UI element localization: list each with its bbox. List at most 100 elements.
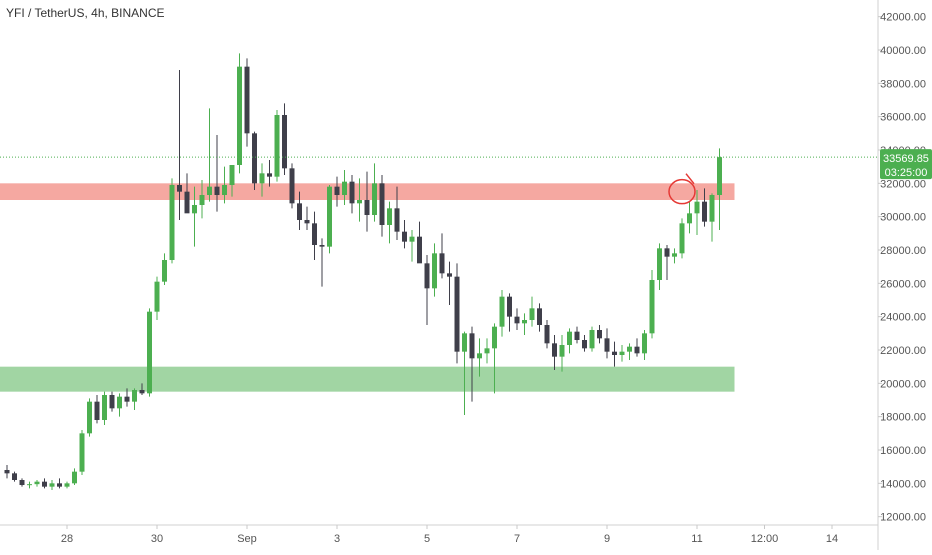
price-tick-label: 40000.00 [880, 45, 926, 57]
candle-body [402, 231, 407, 242]
candle-body [687, 213, 692, 224]
candle-body [349, 181, 355, 204]
candle-body [319, 245, 325, 247]
candle-body [342, 181, 347, 195]
candle [244, 58, 250, 147]
candle [477, 338, 482, 377]
candle-body [477, 353, 482, 359]
candle [117, 393, 122, 417]
candle-body [244, 66, 250, 134]
candle [177, 70, 182, 220]
candle [402, 220, 407, 249]
candle-body [117, 396, 122, 409]
candle [424, 255, 430, 325]
time-axis[interactable]: 28 30 Sep 3 5 7 9 11 12:00 14 [61, 525, 838, 545]
candle [102, 391, 107, 425]
candle [582, 335, 587, 352]
candle [222, 166, 227, 204]
price-tick-label: 22000.00 [880, 345, 926, 357]
candle-body [267, 173, 272, 177]
candle-body [274, 115, 280, 177]
candle [649, 270, 655, 339]
candle [49, 480, 55, 490]
candle [559, 335, 565, 372]
candle [27, 481, 32, 489]
candle [372, 163, 377, 222]
candle-body [334, 186, 340, 195]
candle-body [679, 223, 685, 254]
candle [334, 176, 340, 207]
candle-body [439, 253, 445, 274]
candle-body [567, 331, 572, 345]
candle-body [462, 333, 467, 352]
candle [94, 395, 100, 424]
candle [274, 110, 280, 182]
price-tick-label: 30000.00 [880, 212, 926, 224]
candle [139, 383, 145, 395]
candle [529, 296, 535, 327]
candle-body [102, 395, 107, 420]
candle [379, 175, 385, 237]
candle [252, 131, 257, 190]
candle-body [649, 280, 655, 334]
candle-body [529, 308, 535, 320]
candle [147, 308, 152, 397]
candle [462, 331, 467, 415]
time-tick-label: Sep [237, 533, 257, 545]
candle-body [64, 483, 70, 487]
candle-body [42, 481, 47, 487]
candle [387, 201, 392, 244]
price-tick-label: 26000.00 [880, 278, 926, 290]
candle-body [229, 165, 235, 185]
candle-body [634, 346, 640, 354]
candle-body [94, 401, 100, 420]
candle [544, 320, 550, 349]
price-tick-label: 36000.00 [880, 112, 926, 124]
candle-body [72, 471, 77, 484]
candle-body [132, 390, 137, 402]
price-tick-label: 14000.00 [880, 478, 926, 490]
candle [87, 398, 92, 437]
candle-body [297, 203, 302, 220]
candle [282, 103, 287, 175]
candle-body [169, 185, 175, 260]
candle [297, 191, 302, 230]
candle [664, 245, 670, 280]
candle-body [492, 326, 497, 349]
price-tick-label: 32000.00 [880, 178, 926, 190]
candle-body [214, 186, 220, 195]
candle-body [522, 320, 527, 324]
price-tick-label: 20000.00 [880, 378, 926, 390]
candle-body [109, 395, 115, 409]
candle-body [312, 223, 317, 245]
candle [604, 328, 610, 359]
candle [597, 325, 602, 344]
candle-body [582, 340, 587, 349]
candle [492, 323, 497, 394]
candle-body [559, 345, 565, 357]
price-tick-label: 18000.00 [880, 412, 926, 424]
candle [72, 468, 77, 485]
candle [717, 148, 722, 230]
candle [12, 471, 17, 482]
price-tick-label: 24000.00 [880, 312, 926, 324]
candle [499, 290, 505, 337]
candle-body [499, 296, 505, 327]
candle [34, 480, 40, 487]
candle-body [87, 401, 92, 434]
candle-body [162, 260, 167, 282]
candle [184, 173, 190, 214]
candle-body [379, 183, 385, 225]
candle [409, 230, 415, 262]
candle-body [447, 273, 452, 277]
candle [319, 238, 325, 287]
annotation-layer [668, 173, 696, 205]
price-tick-label: 42000.00 [880, 12, 926, 24]
candle-body [154, 281, 160, 312]
candle-body [604, 338, 610, 352]
candle-body [259, 173, 265, 184]
candle [709, 193, 715, 242]
